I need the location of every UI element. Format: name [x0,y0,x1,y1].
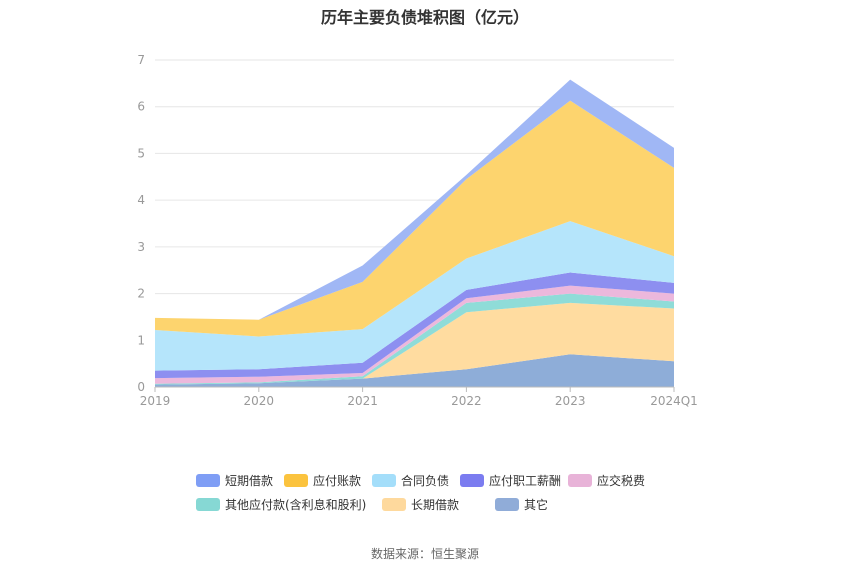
y-tick-label: 6 [137,100,145,114]
area-series-6 [155,100,674,337]
legend-item[interactable]: 应付职工薪酬 [460,472,561,489]
x-tick-label: 2019 [140,394,171,408]
y-tick-label: 4 [137,193,145,207]
legend-swatch [382,498,406,511]
y-tick-label: 0 [137,380,145,394]
area-series-4 [155,272,674,379]
area-series-3 [155,285,674,384]
legend-swatch [196,474,220,487]
y-tick-label: 1 [137,333,145,347]
data-source: 数据来源：恒生聚源 [370,547,479,561]
legend-swatch [196,498,220,511]
legend-label: 其他应付款(含利息和股利) [225,498,367,512]
legend-item[interactable]: 其他应付款(含利息和股利) [196,496,366,513]
legend-swatch [568,474,592,487]
legend-item[interactable]: 长期借款 [382,496,459,513]
x-tick-label: 2021 [347,394,378,408]
legend-swatch [460,474,484,487]
legend-item[interactable]: 应交税费 [568,472,645,489]
area-series-0 [155,354,674,387]
x-tick-label: 2020 [244,394,275,408]
chart-title: 历年主要负债堆积图（亿元） [320,8,529,27]
y-tick-label: 2 [137,287,145,301]
legend-item[interactable]: 合同负债 [372,472,449,489]
y-tick-label: 5 [137,146,145,160]
area-series-2 [155,293,674,385]
legend-swatch [284,474,308,487]
legend-item[interactable]: 短期借款 [196,472,273,489]
x-tick-label: 2023 [555,394,586,408]
legend-label: 应交税费 [597,474,646,488]
x-tick-label: 2022 [451,394,482,408]
legend-label: 应付职工薪酬 [489,474,562,488]
legend-label: 合同负债 [401,474,450,488]
x-tick-label: 2024Q1 [650,394,698,408]
legend-label: 其它 [524,498,549,512]
legend-item[interactable]: 应付账款 [284,472,361,489]
legend-swatch [495,498,519,511]
y-tick-label: 3 [137,240,145,254]
y-tick-label: 7 [137,53,145,67]
legend-swatch [372,474,396,487]
legend-label: 长期借款 [411,498,460,512]
legend-label: 短期借款 [225,474,274,488]
legend-item[interactable]: 其它 [495,496,548,513]
area-series-1 [155,302,674,385]
legend-label: 应付账款 [313,474,362,488]
area-series-5 [155,221,674,371]
